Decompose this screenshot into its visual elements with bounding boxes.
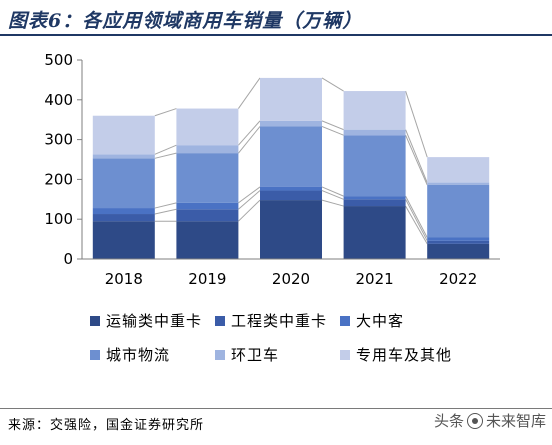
watermark-right: 未来智库 — [485, 412, 546, 430]
bar-segment — [92, 214, 155, 222]
bar-segment — [176, 153, 239, 203]
y-axis: 0 100 200 300 400 500 — [44, 51, 83, 268]
title-bar: 图表6：各应用领域商用车销量（万辆） — [0, 0, 552, 36]
connector-line — [321, 126, 344, 136]
chart-title: 图表6：各应用领域商用车销量（万辆） — [8, 10, 363, 32]
source-note: 来源：交强险，国金证券研究所 — [8, 418, 205, 433]
bar-segment — [260, 126, 322, 187]
connector-line — [321, 199, 344, 207]
bar-segment — [343, 91, 406, 130]
connector-line — [405, 199, 428, 241]
connector-line — [405, 90, 428, 158]
bar-segment — [260, 77, 322, 121]
connector-line — [154, 208, 177, 215]
legend-item: 工程类中重卡 — [215, 310, 327, 331]
connector-line — [238, 120, 261, 146]
connector-line — [237, 77, 261, 109]
legend-label: 运输类中重卡 — [106, 312, 203, 330]
legend-label: 大中客 — [356, 312, 405, 330]
bar-segment — [260, 190, 322, 201]
connector-line — [154, 144, 177, 155]
legend-swatch — [215, 315, 225, 326]
x-tick-label: 2018 — [105, 270, 143, 288]
bar-segment — [260, 186, 322, 191]
bar-segment — [92, 115, 155, 155]
y-tick-label: 500 — [44, 51, 73, 69]
bar-segment — [260, 120, 322, 127]
y-tick-label: 200 — [44, 170, 73, 188]
connector-line — [238, 126, 261, 154]
connector-line — [321, 190, 344, 200]
legend-swatch — [340, 349, 350, 360]
y-tick-label: 400 — [44, 91, 73, 109]
x-tick-label: 2020 — [272, 270, 310, 288]
legend-swatch — [90, 315, 100, 326]
connector-line — [405, 195, 428, 238]
bar-segment — [176, 108, 239, 146]
bar-segment — [92, 221, 155, 259]
legend-label: 工程类中重卡 — [231, 312, 328, 330]
connector-line — [405, 205, 428, 245]
x-tick-label: 2022 — [439, 270, 477, 288]
legend-item: 大中客 — [340, 310, 404, 331]
bar-segment — [427, 184, 490, 238]
y-tick-label: 300 — [44, 131, 73, 149]
connector-line — [321, 186, 344, 197]
bars — [92, 77, 490, 259]
bar-segment — [343, 129, 406, 136]
bar-segment — [343, 206, 406, 259]
bar-segment — [343, 135, 406, 197]
legend-label: 城市物流 — [106, 346, 171, 364]
watermark-logo-icon — [466, 412, 483, 429]
legend-label: 专用车及其他 — [356, 346, 453, 364]
legend-item: 城市物流 — [90, 344, 170, 365]
legend-label: 环卫车 — [231, 346, 280, 364]
legend: 运输类中重卡 工程类中重卡 大中客 城市物流 环卫车 专用车及其他 — [0, 300, 552, 380]
legend-item: 环卫车 — [215, 344, 279, 365]
bar-segment — [92, 154, 155, 159]
stacked-bar-chart: 0 100 200 300 400 500 2018 2019 2020 2021 2022 — [44, 51, 500, 288]
watermark: 头条 未来智库 — [434, 410, 546, 431]
bar-segment — [176, 221, 239, 259]
legend-item: 运输类中重卡 — [90, 310, 202, 331]
bar-segment — [427, 240, 490, 244]
legend-swatch — [90, 349, 100, 360]
connector-line — [238, 186, 261, 204]
connector-line — [405, 135, 428, 186]
footer-divider — [0, 408, 552, 409]
bar-segment — [343, 196, 406, 200]
connector-line — [154, 202, 177, 209]
bar-segment — [92, 208, 155, 215]
bar-segment — [176, 209, 239, 222]
bar-segment — [176, 202, 239, 210]
connector-line — [321, 120, 344, 131]
x-tick-label: 2021 — [356, 270, 394, 288]
bar-segment — [343, 199, 406, 207]
connector-line — [321, 77, 344, 92]
bar-segment — [427, 243, 490, 259]
bar-segment — [427, 182, 490, 185]
bar-segment — [427, 157, 490, 183]
x-axis: 2018 2019 2020 2021 2022 — [82, 258, 500, 288]
y-tick-label: 100 — [44, 210, 73, 228]
bar-segment — [260, 200, 322, 259]
bar-segment — [427, 237, 490, 241]
bar-segment — [176, 145, 239, 154]
legend-swatch — [340, 315, 350, 326]
connector-line — [154, 108, 177, 117]
legend-swatch — [215, 349, 225, 360]
connector-line — [405, 129, 428, 183]
series-connector-lines — [154, 77, 428, 245]
x-tick-label: 2019 — [188, 270, 226, 288]
connector-line — [238, 190, 261, 210]
connector-line — [238, 199, 261, 222]
connector-line — [154, 152, 177, 159]
bar-segment — [92, 158, 155, 209]
title-divider — [0, 34, 552, 36]
y-tick-label: 0 — [63, 250, 73, 268]
legend-item: 专用车及其他 — [340, 344, 452, 365]
watermark-left: 头条 — [433, 412, 464, 430]
